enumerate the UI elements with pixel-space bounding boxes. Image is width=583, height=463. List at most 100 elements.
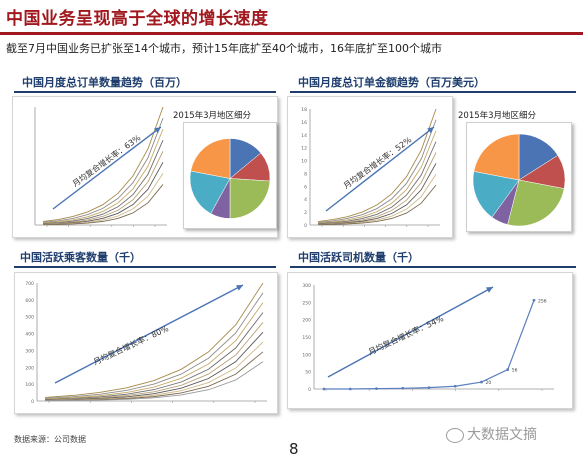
- y-tick-label: 18: [301, 107, 307, 113]
- y-tick-label: 300: [25, 348, 34, 354]
- series-line: [317, 130, 437, 224]
- data-label: 256: [538, 298, 547, 304]
- y-tick-label: 4: [304, 197, 307, 203]
- panel-title-riders: 中国活跃乘客数量（千）: [20, 251, 141, 264]
- pie-slice: [507, 179, 565, 227]
- arrow-head-icon: [154, 127, 161, 134]
- y-tick-label: 0: [304, 223, 307, 229]
- y-tick-label: 6: [304, 184, 307, 190]
- panel-title-orders: 中国月度总订单数量趋势（百万）: [22, 76, 187, 89]
- series-line: [42, 173, 164, 225]
- y-tick-label: 0: [31, 399, 34, 405]
- driver-series-line: [324, 300, 535, 390]
- pie-orders: [183, 122, 277, 229]
- series-line: [44, 312, 264, 400]
- panel-title-drivers: 中国活跃司机数量（千）: [298, 251, 419, 264]
- series-line: [44, 282, 264, 398]
- y-tick-label: 16: [301, 120, 307, 126]
- chart-drivers-svg: 0 50 100 150 200 250 300 20 56 256 月均复合增长率：54%: [302, 283, 554, 393]
- data-label: 56: [512, 368, 518, 374]
- series-line: [44, 361, 264, 402]
- source-note: 数据来源：公司数据: [14, 435, 86, 444]
- data-point: [348, 387, 352, 391]
- y-tick-label: 200: [302, 318, 311, 324]
- pie-revenue-title: 2015年3月地区细分: [458, 111, 537, 121]
- pie-orders-title: 2015年3月地区细分: [173, 111, 252, 121]
- y-tick-label: 50: [305, 370, 311, 376]
- panel-divider: [14, 266, 276, 268]
- y-tick-label: 14: [301, 133, 307, 139]
- pie-revenue-svg: [472, 133, 566, 227]
- series-line: [317, 108, 437, 222]
- watermark-text: 大数据文摘: [467, 427, 537, 443]
- panel-divider: [290, 266, 576, 268]
- data-label: 20: [486, 380, 492, 386]
- series-line: [44, 302, 264, 400]
- y-tick-label: 700: [25, 281, 34, 287]
- growth-rate-label: 月均复合增长率：63%: [70, 132, 142, 188]
- pie-slice: [518, 133, 559, 181]
- series-line: [42, 140, 164, 225]
- series-line: [42, 106, 164, 222]
- chart-orders-svg: 月均复合增长率：63%: [34, 106, 167, 227]
- y-tick-label: 150: [302, 335, 311, 341]
- growth-arrow: [52, 126, 162, 210]
- pie-slice: [189, 170, 231, 214]
- wechat-icon: [446, 427, 464, 443]
- data-point: [506, 368, 510, 371]
- pie-revenue: [466, 122, 572, 232]
- pie-slice: [229, 178, 271, 219]
- data-point: [532, 298, 536, 302]
- chart-riders: 0 100 200 300 400 500 600 700 月均复合增长率：80%: [14, 272, 278, 414]
- arrow-head-icon: [236, 285, 243, 291]
- y-tick-label: 500: [25, 315, 34, 321]
- chart-drivers: 0 50 100 150 200 250 300 20 56 256 月均复合增长率：54%: [287, 272, 573, 409]
- growth-rate-label: 月均复合增长率：80%: [92, 323, 171, 367]
- y-tick-label: 100: [302, 352, 311, 358]
- growth-arrow: [325, 126, 435, 212]
- growth-rate-label: 月均复合增长率：52%: [341, 134, 413, 190]
- y-tick-label: 2: [304, 210, 307, 216]
- page-number: 8: [289, 440, 299, 458]
- series-line: [44, 322, 264, 401]
- panel-divider: [290, 91, 576, 93]
- y-tick-label: 8: [304, 171, 307, 177]
- y-tick-label: 0: [308, 387, 311, 393]
- arrow-head-icon: [427, 127, 434, 134]
- series-line: [42, 151, 164, 225]
- chart-riders-svg: 0 100 200 300 400 500 600 700 月均复合增长率：80%: [25, 281, 267, 405]
- pie-slice: [190, 138, 231, 179]
- chart-revenue-svg: 0 2 4 6 8 10 12 14 16 18 月均复合增长率：52%: [301, 107, 440, 229]
- y-tick-label: 100: [25, 382, 34, 388]
- series-line: [42, 117, 164, 223]
- arrow-head-icon: [486, 287, 493, 293]
- series-line: [44, 292, 264, 399]
- data-point: [453, 384, 457, 388]
- pie-slice: [472, 171, 520, 218]
- pie-orders-svg: [189, 138, 271, 219]
- series-line: [42, 128, 164, 224]
- series-line: [317, 119, 437, 223]
- title-divider: [0, 32, 583, 35]
- chart-revenue: 0 2 4 6 8 10 12 14 16 18 月均复合增长率：52%: [287, 96, 453, 238]
- y-tick-label: 12: [301, 146, 307, 152]
- data-point: [401, 386, 405, 390]
- page-title: 中国业务呈现高于全球的增长速度: [6, 9, 269, 29]
- series-line: [317, 163, 437, 225]
- series-line: [317, 184, 437, 226]
- watermark: 大数据文摘: [446, 424, 537, 444]
- data-point: [480, 380, 483, 384]
- growth-rate-label: 月均复合增长率：54%: [367, 313, 446, 357]
- pie-slice: [473, 133, 520, 181]
- series-line: [317, 141, 437, 225]
- data-point: [375, 387, 378, 391]
- y-tick-label: 10: [301, 159, 307, 165]
- page-subtitle: 截至7月中国业务已扩张至14个城市，预计15年底扩至40个城市，16年底扩至10…: [6, 42, 442, 55]
- y-tick-label: 200: [25, 365, 34, 371]
- y-tick-label: 300: [302, 283, 311, 289]
- panel-divider: [14, 91, 276, 93]
- y-tick-label: 600: [25, 298, 34, 304]
- series-line: [42, 162, 164, 225]
- data-point: [427, 386, 431, 390]
- series-line: [42, 184, 164, 226]
